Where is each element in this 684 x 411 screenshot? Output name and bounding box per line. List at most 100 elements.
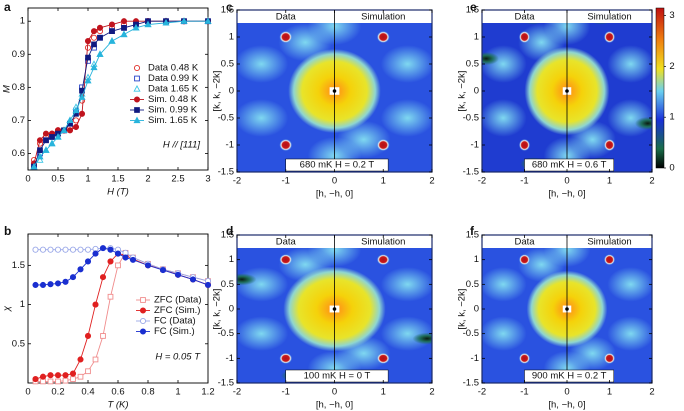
legend-label: ZFC (Data) xyxy=(154,295,202,306)
colorbar-tick-label: 0 xyxy=(669,163,674,174)
bragg-peak xyxy=(376,352,390,364)
x-tick-label: 1 xyxy=(175,387,180,398)
marker xyxy=(204,17,212,24)
bragg-peak xyxy=(279,254,293,266)
y-tick-label: 0.6 xyxy=(12,148,25,159)
header-right: Simulation xyxy=(587,12,631,23)
heatmap-image xyxy=(482,10,652,172)
panel-label: d xyxy=(226,224,233,238)
marker xyxy=(39,246,47,253)
x-tick-label: 1.2 xyxy=(201,387,214,398)
marker xyxy=(66,116,74,124)
marker xyxy=(132,23,140,31)
heatmap-image xyxy=(237,235,432,383)
marker xyxy=(96,50,104,57)
legend-marker xyxy=(134,107,140,113)
x-tick-label: -1 xyxy=(282,387,290,398)
y-tick-label: 0.5 xyxy=(221,59,234,70)
bragg-peak xyxy=(279,139,293,151)
x-tick-label: 0 xyxy=(564,387,569,398)
x-tick-label: -1 xyxy=(282,176,290,187)
heatmap-image xyxy=(482,235,652,383)
x-tick-label: -2 xyxy=(233,176,241,187)
marker xyxy=(70,376,76,382)
y-tick-label: -1.5 xyxy=(463,167,479,178)
y-tick-label: -1.5 xyxy=(218,378,234,389)
marker xyxy=(92,301,99,308)
diffuse-blob xyxy=(380,267,432,302)
marker xyxy=(90,63,98,71)
marker xyxy=(84,258,92,265)
marker xyxy=(49,134,55,140)
dark-blob xyxy=(635,116,652,130)
marker xyxy=(204,281,212,289)
marker xyxy=(96,24,104,31)
y-axis-label: χ xyxy=(2,305,13,312)
legend-marker xyxy=(133,116,141,124)
legend-marker xyxy=(133,64,141,72)
marker xyxy=(159,267,167,274)
bragg-peak xyxy=(518,31,531,43)
x-tick-label: 1 xyxy=(381,176,386,187)
marker xyxy=(107,293,114,300)
bragg-peak xyxy=(603,139,616,151)
marker xyxy=(62,377,69,384)
x-tick-label: 2 xyxy=(429,387,434,398)
y-tick-label: -0.5 xyxy=(463,328,479,339)
marker xyxy=(47,378,54,385)
y-tick-label: -0.5 xyxy=(218,328,234,339)
y-tick-label: 0 xyxy=(474,86,479,97)
marker xyxy=(100,333,106,339)
y-tick-label: 0.5 xyxy=(466,279,479,290)
x-tick-label: 0.5 xyxy=(51,174,64,185)
diffuse-blob xyxy=(607,316,652,351)
plot-frame xyxy=(27,7,209,171)
bragg-peak xyxy=(376,139,390,151)
y-tick-label: 0.5 xyxy=(12,338,25,349)
y-tick-label: 1.5 xyxy=(466,5,479,16)
panel-label: e xyxy=(470,0,477,14)
marker xyxy=(92,356,99,363)
x-tick-label: 1.5 xyxy=(111,174,124,185)
marker xyxy=(36,152,44,160)
marker xyxy=(92,250,99,257)
x-tick-label: 0 xyxy=(332,387,337,398)
header-left: Data xyxy=(514,237,535,248)
colorbar-tick-label: 2 xyxy=(669,61,674,72)
legend-label: ZFC (Sim.) xyxy=(154,305,200,316)
x-tick-label: 2 xyxy=(649,387,654,398)
bragg-peak xyxy=(603,352,616,364)
colorbar-tick-label: 1 xyxy=(669,112,674,123)
x-tick-label: 1 xyxy=(607,387,612,398)
y-tick-label: 0 xyxy=(229,86,234,97)
marker xyxy=(72,106,80,114)
annotation: H // [111] xyxy=(163,140,200,151)
marker xyxy=(85,368,91,375)
legend-label: Data 0.99 K xyxy=(148,73,199,84)
y-tick-label: 1.5 xyxy=(12,260,25,271)
marker xyxy=(108,21,116,28)
marker xyxy=(48,139,56,147)
marker xyxy=(91,41,97,48)
bragg-peak xyxy=(518,352,531,364)
bragg-peak xyxy=(376,254,390,266)
marker xyxy=(77,373,84,380)
legend-label: FC (Data) xyxy=(154,316,196,327)
x-axis-label: [h, −h, 0] xyxy=(316,189,353,200)
y-axis-label: [k, k, −2k] xyxy=(457,71,468,112)
marker xyxy=(54,246,62,253)
y-tick-label: -0.5 xyxy=(463,113,479,124)
legend-label: Sim. 1.65 K xyxy=(148,115,198,126)
annotation: 680 mK H = 0.2 T xyxy=(300,160,375,171)
marker xyxy=(39,373,47,380)
y-tick-label: 0.5 xyxy=(466,59,479,70)
marker xyxy=(115,262,121,269)
y-tick-label: 1 xyxy=(229,254,234,265)
header-right: Simulation xyxy=(587,237,631,248)
marker xyxy=(42,146,50,153)
legend-marker xyxy=(133,85,141,92)
marker xyxy=(47,281,54,288)
marker xyxy=(108,37,116,44)
y-tick-label: -0.5 xyxy=(218,113,234,124)
legend-label: Data 0.48 K xyxy=(148,63,199,74)
